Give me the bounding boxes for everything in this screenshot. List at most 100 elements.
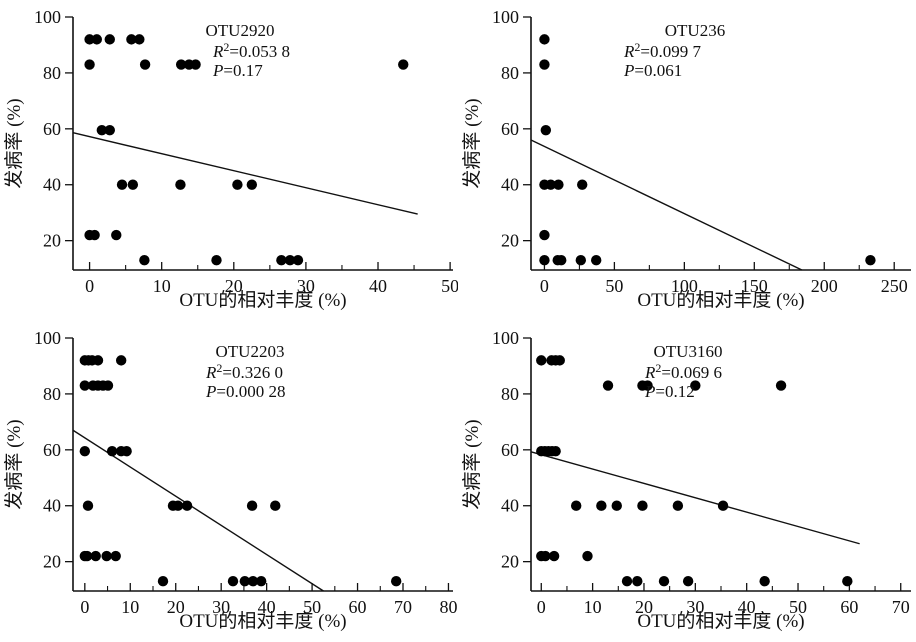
y-tick-label: 40 [43, 175, 61, 195]
y-axis-label: 发病率 (%) [461, 419, 483, 509]
x-tick-label: 0 [80, 597, 89, 617]
data-point [577, 179, 588, 190]
x-tick-label: 80 [439, 597, 457, 617]
y-tick-label: 80 [43, 63, 61, 83]
data-point [276, 255, 287, 266]
data-point [398, 59, 409, 70]
x-tick-label: 40 [738, 597, 756, 617]
data-point [582, 550, 593, 562]
data-point [90, 550, 101, 562]
p-value-label: P=0.12 [644, 382, 695, 401]
data-point [84, 34, 95, 45]
data-point [175, 179, 186, 190]
data-point [545, 179, 556, 190]
data-point [556, 255, 567, 266]
data-point [759, 576, 770, 587]
x-tick-label: 10 [153, 276, 171, 296]
data-point [548, 550, 560, 562]
data-point [621, 576, 633, 587]
trend-line [530, 451, 860, 545]
panel-otu3160: 20 40 60 80 100 0 10 20 30 40 50 60 70 OTU3160 R2=0.06… [458, 321, 916, 642]
y-tick-label: 100 [492, 328, 519, 348]
data-point [637, 500, 648, 511]
data-point [611, 500, 622, 511]
x-tick-label: 20 [225, 276, 243, 296]
x-tick-label: 50 [789, 597, 807, 617]
data-point [658, 576, 670, 587]
data-point [596, 500, 607, 511]
y-axis-label: 发病率 (%) [3, 419, 25, 509]
x-axis-label: OTU的相对丰度 (%) [637, 289, 804, 311]
data-point [134, 34, 145, 45]
x-tick-label: 150 [741, 276, 768, 296]
data-point [575, 255, 587, 266]
r-squared-label: R2=0.069 6 [644, 361, 722, 382]
x-tick-label: 10 [584, 597, 602, 617]
data-point [89, 229, 100, 241]
data-points [84, 34, 409, 266]
y-tick-label: 80 [501, 63, 519, 83]
x-tick-label: 50 [605, 276, 623, 296]
data-point [865, 255, 876, 266]
scatter-plot-otu3160: 20 40 60 80 100 0 10 20 30 40 50 60 70 OTU3160R2=0.06… [461, 328, 911, 632]
data-point [255, 576, 267, 587]
data-point [175, 59, 187, 70]
data-point [79, 380, 91, 391]
r-squared-label: R2=0.053 8 [212, 40, 290, 61]
y-tick-label: 100 [34, 328, 61, 348]
data-point [172, 500, 184, 511]
data-point [79, 446, 91, 457]
x-tick-label: 20 [167, 597, 185, 617]
scatter-plot-otu2203: 20 40 60 80 100 0 10 20 30 40 50 60 70 80 OTU2203R2=0.… [3, 328, 457, 632]
x-tick-label: 30 [297, 276, 315, 296]
x-tick-label: 40 [369, 276, 387, 296]
data-point [190, 59, 201, 70]
data-point [842, 576, 853, 587]
x-axis-label: OTU的相对丰度 (%) [637, 610, 804, 632]
data-point [101, 550, 112, 562]
data-point [81, 550, 93, 562]
x-axis-label: OTU的相对丰度 (%) [179, 289, 346, 311]
y-tick-label: 20 [43, 231, 61, 251]
data-point [550, 446, 561, 457]
trend-line [72, 429, 324, 592]
panel-title: OTU3160 [654, 342, 723, 361]
data-point [539, 229, 550, 241]
data-point [682, 576, 694, 587]
data-point [247, 576, 259, 587]
y-tick-label: 100 [492, 7, 519, 27]
data-point [82, 500, 94, 511]
data-point [642, 380, 653, 391]
scatter-plot-otu236: 20 40 60 80 100 0 50 100 150 200 250 OTU236R2=0.099… [461, 7, 911, 311]
y-tick-label: 40 [501, 175, 519, 195]
data-point [91, 34, 102, 45]
data-point [104, 34, 115, 45]
data-point [570, 500, 582, 511]
data-point [284, 255, 296, 266]
p-value-label: P=0.17 [212, 61, 263, 80]
y-axis-label: 发病率 (%) [3, 98, 25, 188]
data-point [632, 576, 643, 587]
data-point [181, 500, 193, 511]
y-tick-label: 40 [43, 496, 61, 516]
trend-line [72, 132, 418, 215]
panel-otu2203: 20 40 60 80 100 0 10 20 30 40 50 60 70 80 OTU2203 R2=0.… [0, 321, 458, 642]
panel-title: OTU236 [665, 21, 725, 40]
y-tick-label: 60 [501, 119, 519, 139]
data-point [540, 550, 551, 562]
data-point [139, 59, 151, 70]
data-point [121, 446, 132, 457]
data-point [672, 500, 684, 511]
data-point [110, 550, 121, 562]
data-point [227, 576, 239, 587]
data-point [239, 576, 251, 587]
data-point [127, 179, 139, 190]
x-tick-label: 10 [121, 597, 139, 617]
data-point [270, 500, 281, 511]
r-squared-label: R2=0.099 7 [623, 40, 701, 61]
data-point [390, 576, 402, 587]
x-tick-label: 60 [349, 597, 367, 617]
